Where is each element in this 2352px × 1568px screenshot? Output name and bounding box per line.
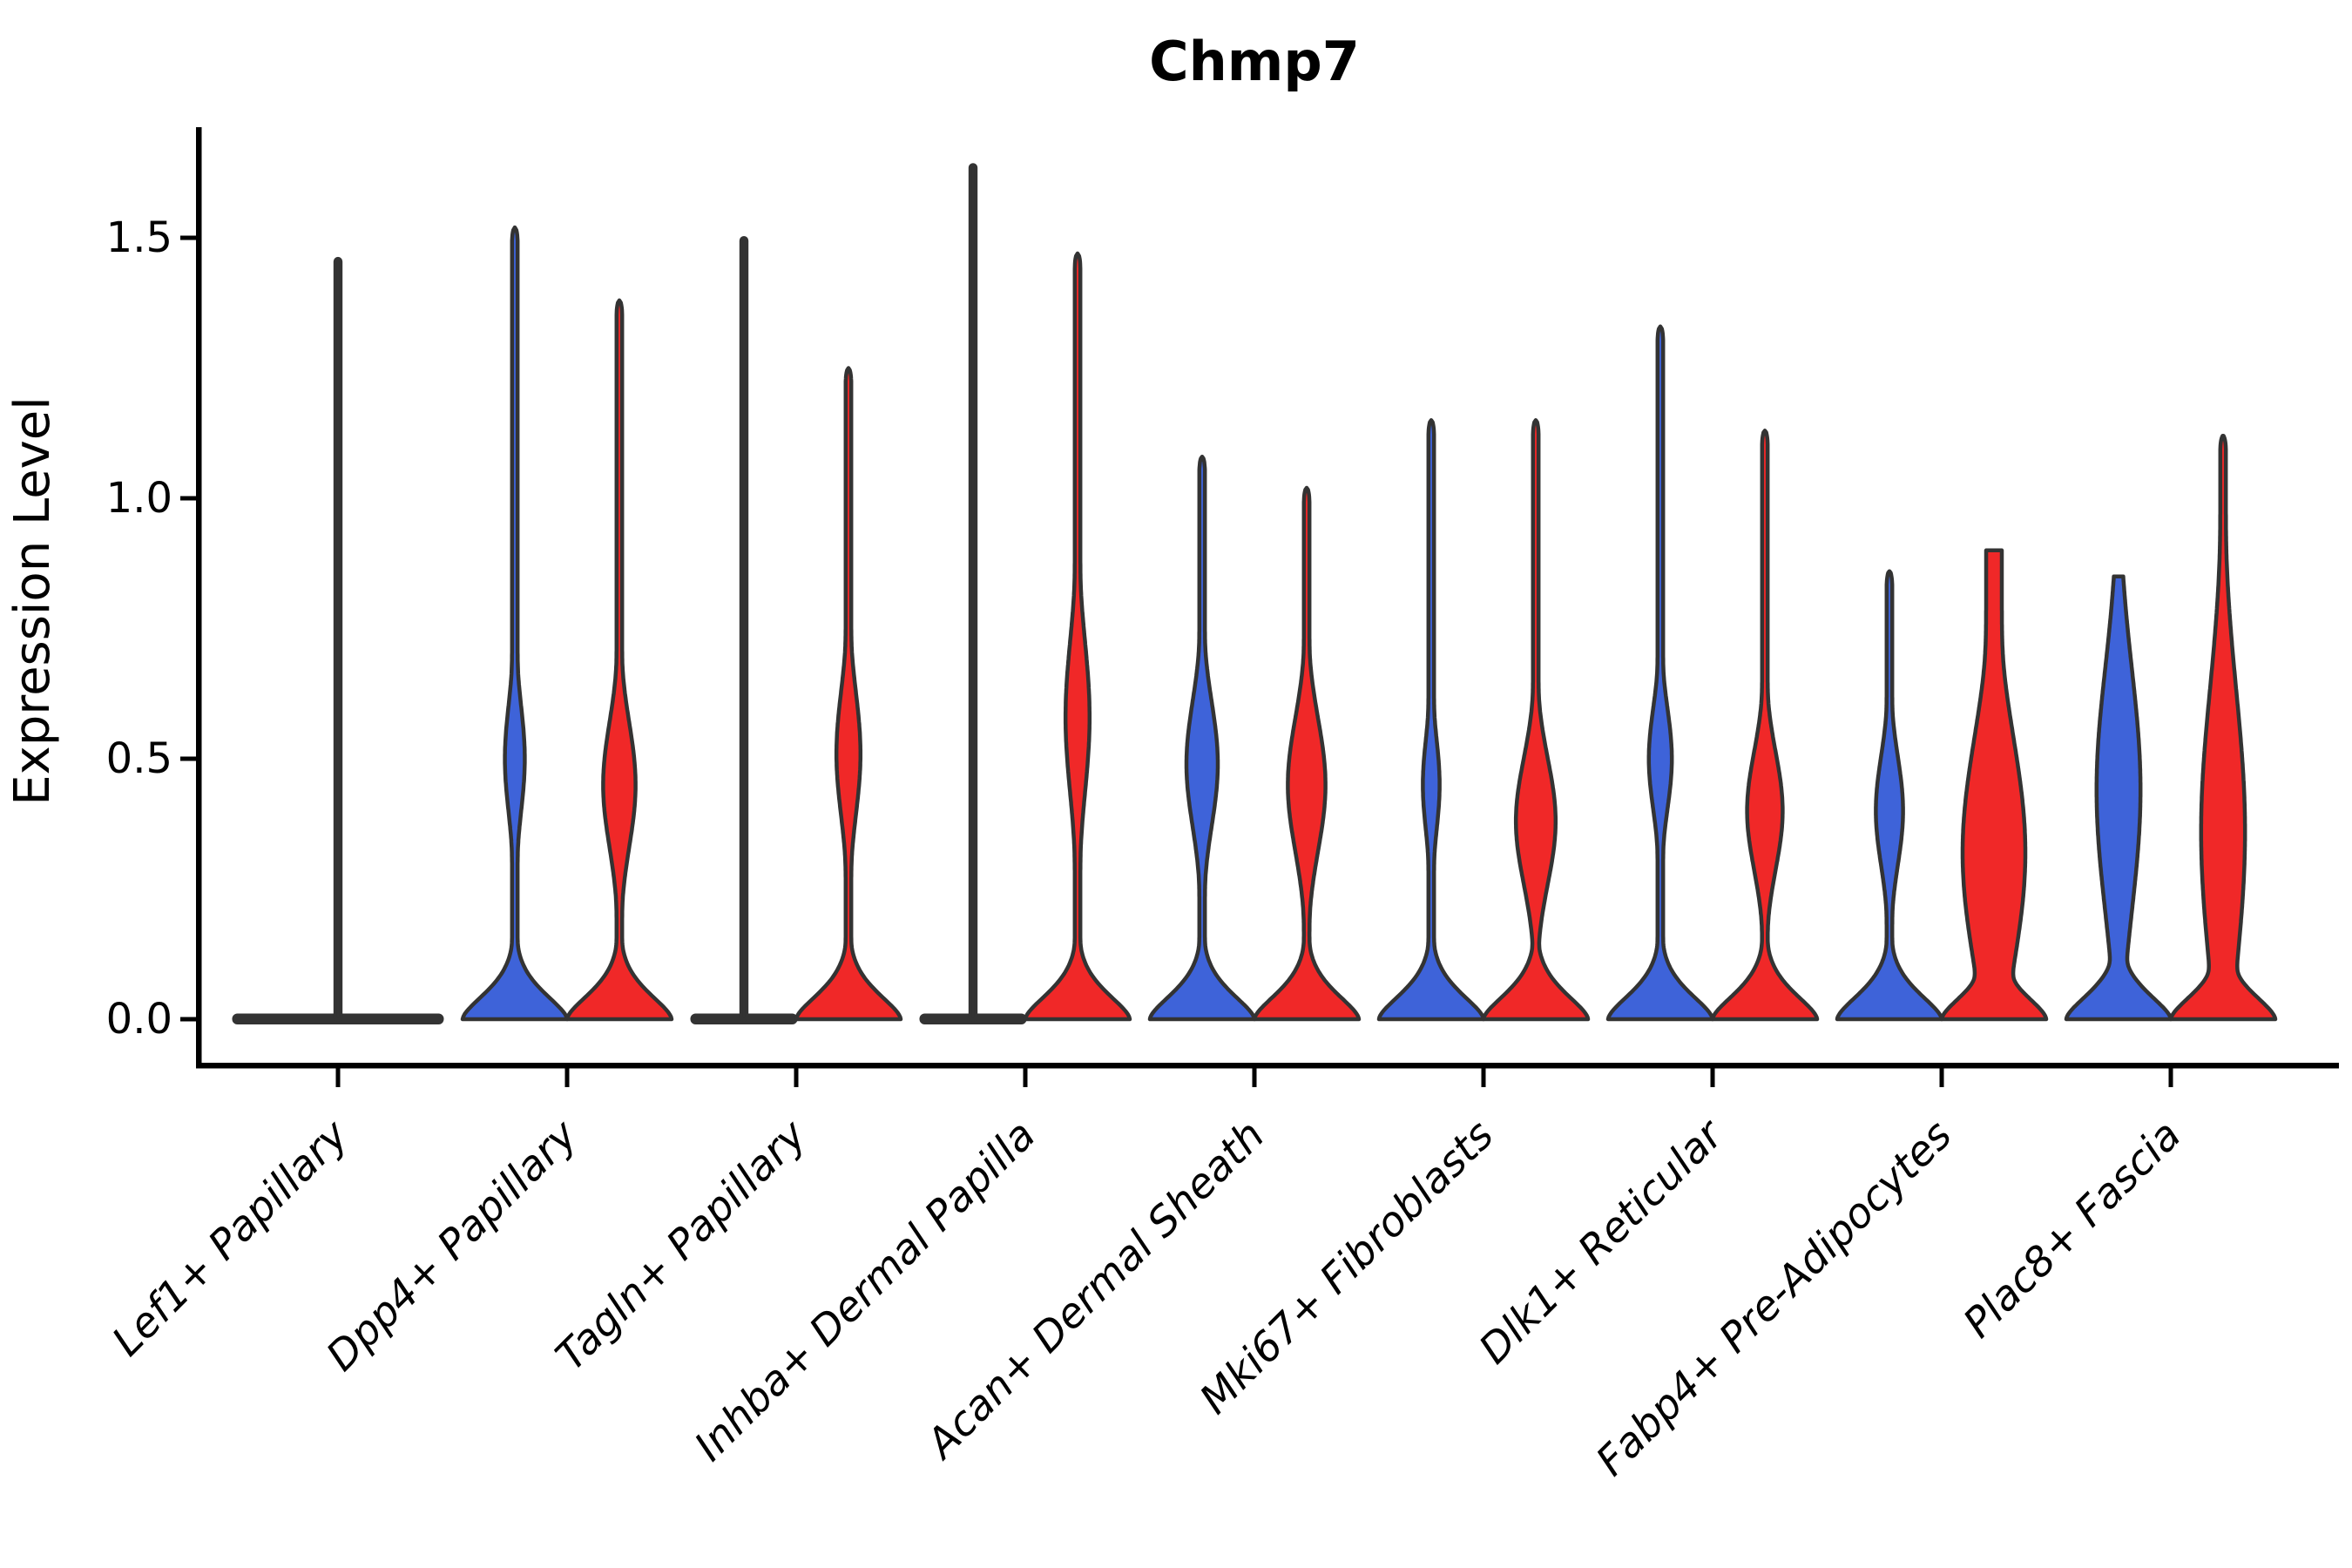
violin-dpp4-papillary-left [460, 225, 570, 1022]
x-tick-label: Dpp4+ Papillary [317, 1111, 587, 1381]
x-tick-label: Lef1+ Papillary [103, 1111, 358, 1366]
violin-dlk1-reticular-left [1605, 324, 1715, 1022]
x-tick-label: Plac8+ Fascia [1954, 1112, 2190, 1348]
violin-plac8-fascia-left [2064, 574, 2173, 1022]
violin-max-spike [968, 163, 978, 1022]
violin-inhba-dermal-papilla-right [1023, 251, 1132, 1022]
violin-dlk1-reticular-right [1710, 429, 1820, 1022]
y-tick-label: 0.0 [106, 995, 172, 1044]
left-spine [196, 127, 202, 1068]
violin-tagln-papillary-right [794, 366, 903, 1022]
y-tick-label: 1.5 [106, 213, 172, 262]
bottom-spine [196, 1063, 2339, 1069]
x-tick-label: Dlk1+ Reticular [1470, 1110, 1734, 1374]
axes-spines [196, 127, 2339, 1069]
y-axis-label: Expression Level [4, 396, 61, 806]
x-tick-label: Tagln+ Papillary [547, 1111, 817, 1381]
violins-layer [232, 163, 2278, 1024]
violin-tagln-papillary-left [690, 236, 798, 1024]
violin-plac8-fascia-right [2168, 433, 2278, 1022]
violin-fabp4-pre-adipocytes-right [1939, 548, 2049, 1022]
y-tick-label: 0.5 [106, 734, 172, 783]
chart-title: Chmp7 [1149, 30, 1360, 93]
violin-lef1-papillary-both [232, 256, 444, 1024]
y-axis-ticks: 0.0 0.5 1.0 1.5 [106, 213, 199, 1044]
y-tick-label: 1.0 [106, 474, 172, 523]
violin-max-spike [739, 236, 749, 1022]
violin-acan-dermal-sheath-left [1147, 454, 1257, 1022]
violin-inhba-dermal-papilla-left [919, 163, 1027, 1024]
violin-mki67-fibroblasts-right [1481, 418, 1591, 1022]
violin-fabp4-pre-adipocytes-left [1835, 569, 1944, 1022]
violin-acan-dermal-sheath-right [1252, 485, 1362, 1022]
violin-dpp4-papillary-right [564, 298, 674, 1022]
violin-mki67-fibroblasts-left [1376, 418, 1486, 1022]
violin-max-spike [333, 256, 343, 1023]
